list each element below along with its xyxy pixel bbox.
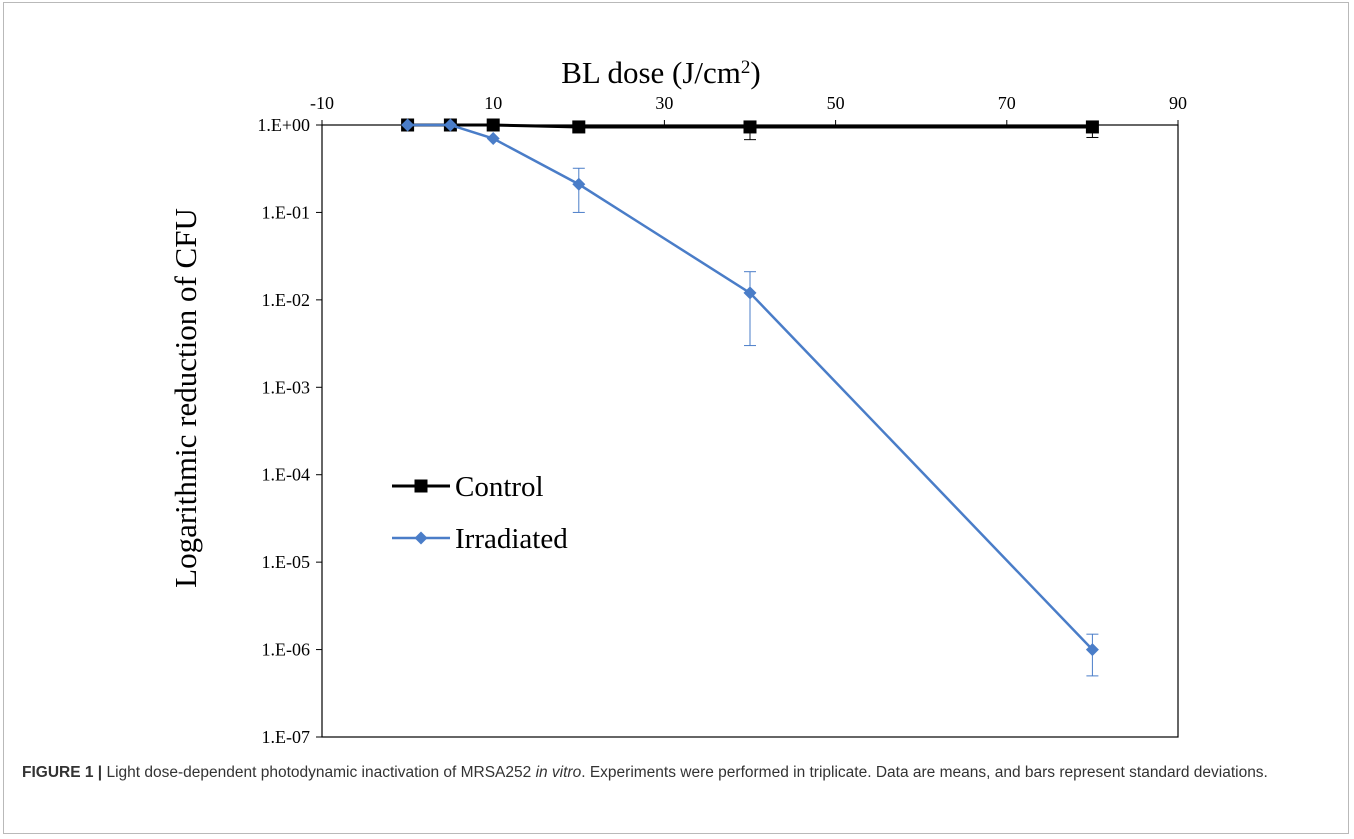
control-marker [572, 120, 586, 134]
caption-text-1: Light dose-dependent photodynamic inacti… [102, 764, 536, 781]
chart: BL dose (J/cm2) Logarithmic reduction of… [168, 55, 1187, 747]
legend-control-label: Control [455, 471, 544, 503]
caption-lead: FIGURE 1 | [22, 764, 103, 781]
y-tick-label: 1.E-01 [262, 202, 311, 222]
x-tick-label: 70 [998, 93, 1016, 113]
irradiated-marker [1085, 643, 1099, 657]
caption-text-2: . Experiments were performed in triplica… [581, 764, 1268, 781]
irradiated-marker [401, 118, 415, 132]
x-axis-label-main: BL dose (J/cm [561, 55, 741, 90]
legend-irradiated-marker [414, 531, 428, 545]
y-tick-label: 1.E-04 [262, 465, 311, 485]
x-tick-label: 90 [1169, 93, 1187, 113]
legend-irradiated-label: Irradiated [455, 523, 568, 555]
irradiated-marker [486, 132, 500, 146]
irradiated-marker [443, 118, 457, 132]
plot-area [321, 124, 1179, 738]
legend-control-marker [414, 479, 428, 493]
control-series [401, 118, 1099, 141]
y-axis-ticks: 1.E+00 1.E-01 1.E-02 1.E-03 1.E-04 1.E-05 1.E-… [257, 115, 322, 747]
control-marker [743, 120, 757, 134]
irradiated-series [401, 118, 1099, 677]
x-axis-label: BL dose (J/cm2) [561, 55, 761, 90]
y-tick-label: 1.E+00 [257, 115, 310, 135]
y-tick-label: 1.E-07 [262, 727, 311, 747]
irradiated-marker [572, 177, 586, 191]
x-axis-label-end: ) [750, 55, 760, 90]
series-layer [401, 118, 1099, 677]
figure-frame [3, 2, 1349, 834]
x-tick-label: 30 [655, 93, 673, 113]
x-axis-label-sup: 2 [741, 57, 751, 78]
control-marker [1085, 120, 1099, 134]
y-tick-label: 1.E-06 [262, 640, 311, 660]
figure-caption: FIGURE 1 | Light dose-dependent photodyn… [22, 761, 1322, 784]
irradiated-marker [743, 286, 757, 300]
x-tick-label: -10 [310, 93, 334, 113]
legend: Control Irradiated [392, 471, 568, 555]
control-marker [486, 118, 500, 132]
y-tick-label: 1.E-05 [262, 552, 311, 572]
y-axis-label: Logarithmic reduction of CFU [168, 208, 203, 588]
y-tick-label: 1.E-02 [262, 290, 311, 310]
x-tick-label: 50 [827, 93, 845, 113]
x-tick-label: 10 [484, 93, 502, 113]
y-tick-label: 1.E-03 [262, 377, 311, 397]
x-axis-ticks: -10 10 30 50 70 90 [310, 93, 1187, 125]
caption-italic: in vitro [535, 764, 582, 781]
irradiated-line [407, 123, 1094, 651]
